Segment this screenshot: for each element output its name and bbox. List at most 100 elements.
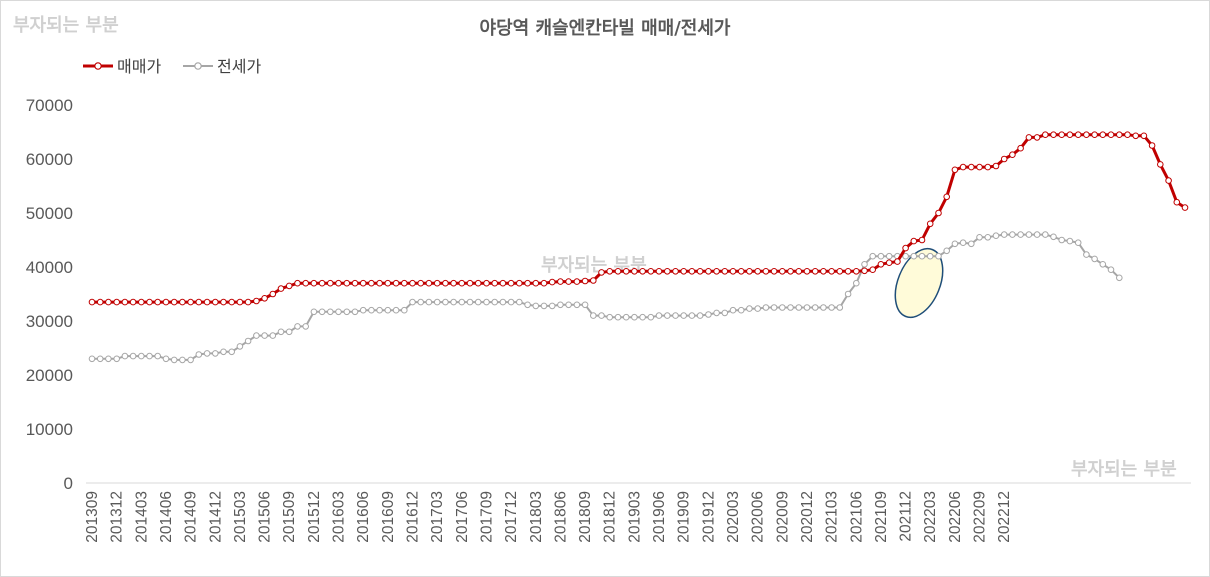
x-tick-label: 201712: [503, 491, 520, 543]
series-1-point: [433, 298, 441, 306]
series-1-point: [409, 298, 416, 306]
series-0-point: [187, 298, 194, 306]
series-0-point: [622, 268, 630, 275]
series-1-point: [729, 306, 737, 314]
series-0-point: [269, 290, 277, 298]
series-1-point: [581, 301, 589, 309]
series-1-point: [655, 312, 663, 319]
series-1-point: [573, 301, 581, 309]
series-1-point: [713, 309, 720, 317]
series-1-point: [1083, 251, 1090, 258]
series-0-point: [729, 268, 737, 275]
series-0-point: [351, 279, 359, 287]
highlight-ellipse: [894, 247, 944, 319]
x-tick-label: 201412: [207, 491, 224, 543]
series-1-point: [499, 298, 507, 306]
series-1-point: [88, 355, 96, 363]
series-1-point: [1116, 274, 1123, 282]
series-1-point: [836, 304, 844, 311]
series-1-point: [236, 343, 244, 350]
series-1-point: [1107, 266, 1115, 274]
series-1-point: [179, 356, 186, 364]
y-tick-label: 70000: [26, 96, 73, 115]
series-line-0: [92, 133, 1186, 304]
series-0-point: [885, 259, 893, 267]
series-0-point: [696, 268, 704, 275]
series-0-point: [203, 298, 211, 306]
series-1-point: [565, 301, 572, 309]
series-0-point: [680, 268, 688, 275]
series-0-point: [918, 236, 926, 244]
series-1-point: [664, 312, 671, 319]
series-0-point: [244, 298, 252, 306]
series-0-point: [1058, 131, 1065, 138]
series-1-point: [721, 309, 729, 317]
x-tick-label: 201612: [405, 491, 422, 543]
x-tick-label: 202012: [799, 491, 816, 543]
series-1-point: [1066, 237, 1074, 245]
series-0-point: [902, 244, 909, 252]
series-0-point: [1116, 131, 1123, 138]
series-0-point: [746, 268, 753, 275]
series-1-point: [976, 234, 983, 241]
series-0-point: [1181, 204, 1189, 211]
series-0-point: [195, 298, 203, 306]
series-0-point: [795, 268, 803, 275]
series-0-point: [294, 279, 301, 287]
series-0-point: [368, 279, 375, 287]
series-0-point: [828, 268, 835, 275]
series-0-point: [1173, 198, 1181, 206]
watermark-top-left: 부자되는 부분: [13, 15, 119, 36]
x-tick-label: 202206: [947, 491, 964, 543]
x-axis: 201309 201312 201403 201406 201409 201412 2015…: [84, 482, 1191, 543]
series-0-point: [261, 295, 268, 302]
series-0-point: [631, 268, 638, 275]
series-1-point: [285, 328, 293, 336]
series-1-point: [926, 252, 934, 260]
series-1-point: [754, 305, 762, 312]
series-0-point: [1066, 131, 1074, 138]
series-0-point: [565, 278, 572, 285]
series-0-point: [1074, 131, 1082, 138]
series-1-point: [1009, 231, 1016, 238]
series-0-point: [721, 268, 729, 275]
series-0-point: [672, 268, 679, 275]
series-1-point: [392, 306, 400, 314]
legend-marker-series-1: [194, 62, 202, 70]
series-1-point: [105, 355, 112, 363]
series-0-point: [146, 298, 153, 306]
series-0-point: [1025, 134, 1033, 141]
series-1-point: [310, 308, 318, 316]
series-1-point: [787, 304, 794, 311]
series-1-point: [458, 298, 466, 306]
series-1-point: [705, 311, 712, 318]
series-0-point: [96, 298, 104, 306]
series-1-point: [598, 312, 605, 319]
series-1-point: [170, 356, 178, 364]
x-tick-label: 202109: [873, 491, 890, 543]
x-tick-label: 201309: [84, 491, 101, 543]
series-0-point: [483, 279, 490, 287]
x-tick-label: 201603: [331, 491, 348, 543]
series-1-point: [203, 350, 211, 357]
chart-title: 야당역 캐슬엔칸타빌 매매/전세가: [480, 18, 731, 39]
x-tick-label: 202203: [922, 491, 939, 543]
x-tick-label: 201812: [602, 491, 619, 543]
series-1-point: [853, 279, 860, 287]
series-1-point: [121, 352, 129, 360]
x-tick-label: 202003: [725, 491, 742, 543]
series-1-point: [1042, 231, 1049, 238]
series-0-point: [327, 279, 334, 287]
series-0-point: [277, 285, 285, 292]
x-tick-label: 201609: [380, 491, 397, 543]
series-0-point: [1050, 131, 1057, 138]
series-1-point: [1058, 236, 1065, 244]
series-1-point: [828, 304, 835, 311]
y-axis: 0 10000 20000 30000 40000 50000 60000 70000: [26, 96, 73, 493]
series-0-point: [705, 268, 712, 275]
series-0-point: [401, 279, 408, 287]
series-1-point: [910, 252, 918, 260]
series-0-point: [811, 268, 819, 275]
series-1-point: [614, 313, 622, 321]
